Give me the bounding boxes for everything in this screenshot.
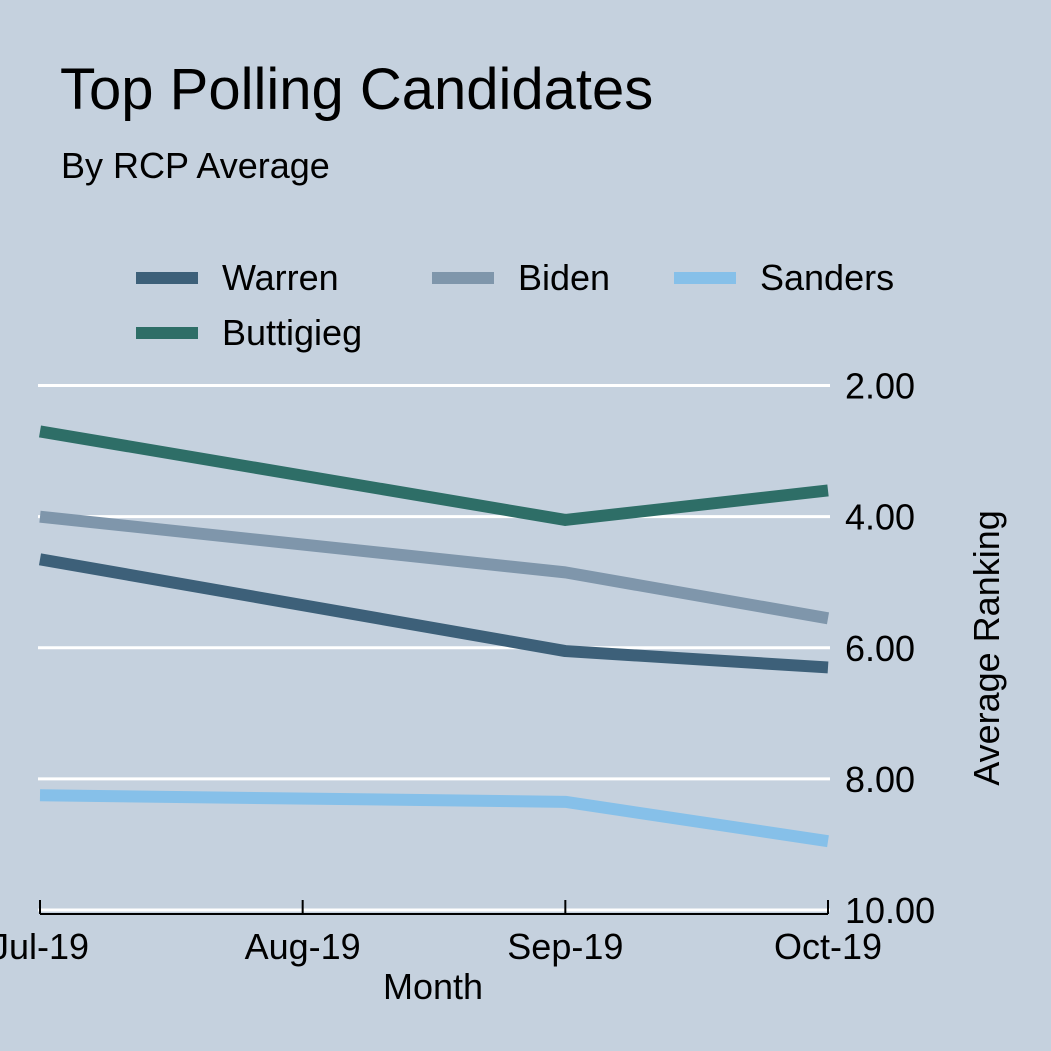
series-line-warren <box>38 553 829 674</box>
legend-swatch-warren <box>136 272 198 284</box>
gridlines <box>38 384 830 912</box>
legend-label-warren: Warren <box>222 257 339 298</box>
legend-item-sanders: Sanders <box>674 257 895 298</box>
legend-label-biden: Biden <box>518 257 611 298</box>
x-axis: Jul-19 Aug-19 Sep-19 Oct-19 <box>0 900 882 967</box>
legend-label-buttigieg: Buttigieg <box>222 312 363 353</box>
series-line-sanders <box>39 789 829 848</box>
legend-item-warren: Warren <box>136 257 339 298</box>
series-lines <box>38 425 830 848</box>
x-tick-label-3: Oct-19 <box>774 926 882 967</box>
legend-item-biden: Biden <box>432 257 611 298</box>
y-tick-label-0: 2.00 <box>845 366 915 407</box>
series-line-biden <box>39 510 830 625</box>
chart-title: Top Polling Candidates <box>60 57 654 122</box>
x-tick-label-2: Sep-19 <box>507 926 623 967</box>
y-axis-label: Average Ranking <box>966 510 1007 786</box>
legend-swatch-sanders <box>674 272 736 284</box>
x-tick-label-1: Aug-19 <box>245 926 361 967</box>
chart-subtitle: By RCP Average <box>61 145 330 186</box>
y-tick-label-2: 6.00 <box>845 628 915 669</box>
legend-swatch-biden <box>432 272 494 284</box>
series-line-buttigieg <box>39 425 829 526</box>
legend-label-sanders: Sanders <box>760 257 895 298</box>
y-axis: 2.00 4.00 6.00 8.00 10.00 <box>845 366 935 931</box>
legend-swatch-buttigieg <box>136 327 198 339</box>
x-tick-label-0: Jul-19 <box>0 926 89 967</box>
x-axis-label: Month <box>383 966 483 1007</box>
y-tick-label-1: 4.00 <box>845 497 915 538</box>
y-tick-label-3: 8.00 <box>845 759 915 800</box>
legend-item-buttigieg: Buttigieg <box>136 312 363 353</box>
y-tick-label-4: 10.00 <box>845 890 935 931</box>
